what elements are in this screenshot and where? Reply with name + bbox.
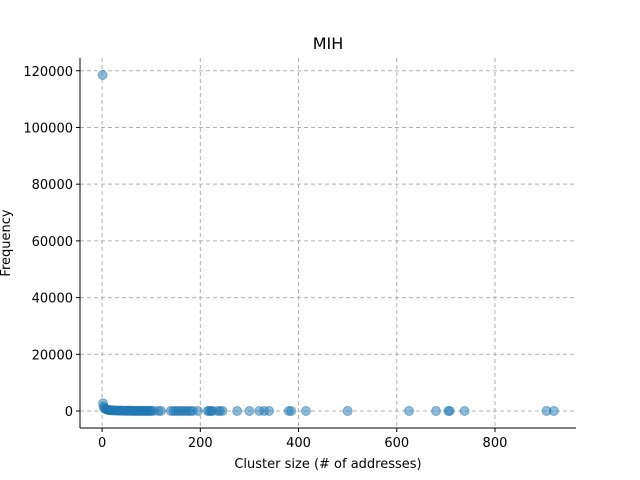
y-tick-label: 120000 — [23, 65, 73, 80]
data-point — [431, 405, 442, 416]
y-tick-label: 20000 — [32, 348, 73, 363]
grid — [80, 58, 576, 428]
y-tick-label: 100000 — [23, 121, 73, 136]
y-tick-label: 40000 — [32, 292, 73, 307]
data-point — [264, 405, 275, 416]
data-point — [97, 70, 108, 81]
data-point — [192, 405, 203, 416]
y-tick-label: 60000 — [32, 235, 73, 250]
data-points — [97, 70, 559, 416]
x-tick-label: 800 — [483, 436, 508, 451]
x-axis-label: Cluster size (# of addresses) — [234, 457, 421, 472]
y-tick-label: 80000 — [32, 178, 73, 193]
axes — [79, 58, 576, 429]
x-tick-label: 400 — [286, 436, 311, 451]
data-point — [156, 405, 167, 416]
data-point — [404, 405, 415, 416]
x-tick-label: 0 — [98, 436, 106, 451]
data-point — [232, 405, 243, 416]
data-point — [459, 405, 470, 416]
y-axis-label: Frequency — [0, 209, 14, 276]
data-point — [244, 405, 255, 416]
data-point — [217, 405, 228, 416]
x-tick-label: 600 — [384, 436, 409, 451]
data-point — [342, 405, 353, 416]
data-point — [444, 405, 455, 416]
x-ticks: 0 200 400 600 800 — [98, 428, 507, 451]
data-point — [300, 405, 311, 416]
y-ticks: 0 20000 40000 60000 80000 100000 120000 — [23, 65, 80, 420]
y-tick-label: 0 — [65, 405, 73, 420]
data-point — [548, 405, 559, 416]
chart-title: MIH — [313, 34, 344, 53]
x-tick-label: 200 — [188, 436, 213, 451]
data-point — [286, 405, 297, 416]
